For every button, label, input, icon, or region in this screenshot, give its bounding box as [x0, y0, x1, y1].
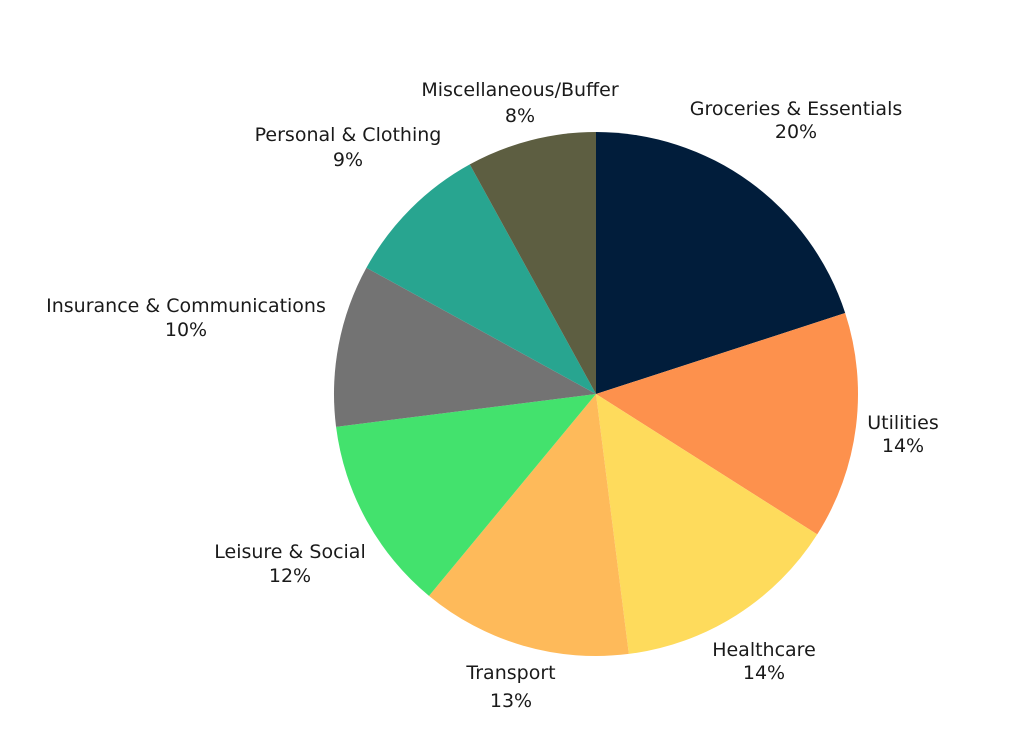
- pie-slice-healthcare: [596, 394, 818, 654]
- slice-value-utilities: 14%: [882, 435, 924, 457]
- pie-labels: Groceries & Essentials20%Utilities14%Hea…: [46, 79, 939, 712]
- slice-label-groceries-essentials: Groceries & Essentials: [690, 98, 903, 120]
- pie-slice-transport: [428, 394, 629, 656]
- slice-value-insurance-communications: 10%: [165, 319, 207, 341]
- pie-slice-miscellaneous-buffer: [469, 132, 596, 394]
- pie-slices: [333, 132, 859, 656]
- slice-value-healthcare: 14%: [743, 662, 785, 684]
- pie-slice-leisure-social: [336, 394, 596, 596]
- slice-value-groceries-essentials: 20%: [775, 121, 817, 143]
- slice-value-personal-clothing: 9%: [333, 149, 363, 171]
- slice-label-utilities: Utilities: [867, 412, 939, 434]
- slice-label-insurance-communications: Insurance & Communications: [46, 295, 326, 317]
- slice-label-healthcare: Healthcare: [712, 639, 816, 661]
- pie-slice-utilities: [596, 313, 859, 535]
- slice-value-transport: 13%: [490, 690, 532, 712]
- slice-label-miscellaneous-buffer: Miscellaneous/Buffer: [421, 79, 618, 101]
- pie-slice-personal-clothing: [366, 164, 596, 394]
- pie-slice-insurance-communications: [333, 267, 596, 427]
- slice-value-miscellaneous-buffer: 8%: [505, 105, 535, 127]
- slice-label-leisure-social: Leisure & Social: [214, 541, 365, 563]
- slice-value-leisure-social: 12%: [269, 565, 311, 587]
- pie-slice-groceries-essentials: [596, 132, 846, 394]
- slice-label-transport: Transport: [465, 662, 555, 684]
- slice-label-personal-clothing: Personal & Clothing: [255, 124, 442, 146]
